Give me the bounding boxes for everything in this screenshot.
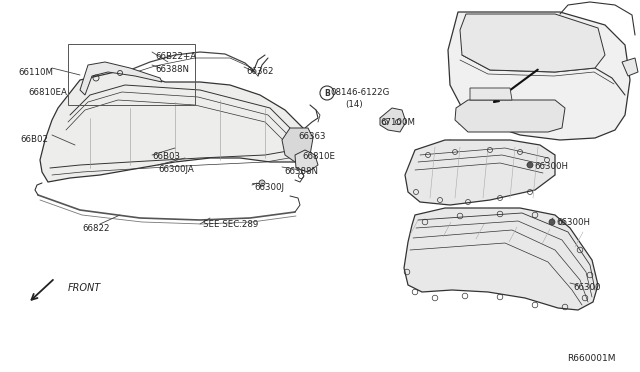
Text: 66362: 66362 <box>246 67 273 76</box>
Polygon shape <box>40 72 310 182</box>
Text: 66810E: 66810E <box>302 152 335 161</box>
Text: 66388N: 66388N <box>155 65 189 74</box>
Circle shape <box>259 180 265 186</box>
Text: 08146-6122G: 08146-6122G <box>330 88 389 97</box>
Polygon shape <box>460 14 605 72</box>
Text: B: B <box>324 89 330 97</box>
Polygon shape <box>404 208 598 310</box>
Circle shape <box>527 162 533 168</box>
Text: 66363: 66363 <box>298 132 326 141</box>
Text: 66388N: 66388N <box>284 167 318 176</box>
Polygon shape <box>448 12 630 140</box>
Text: 66110M: 66110M <box>18 68 53 77</box>
Polygon shape <box>470 88 512 100</box>
Text: FRONT: FRONT <box>68 283 101 293</box>
Text: R660001M: R660001M <box>567 354 616 363</box>
Text: 66300JA: 66300JA <box>158 165 194 174</box>
Text: SEE SEC.289: SEE SEC.289 <box>203 220 259 229</box>
Circle shape <box>549 219 555 225</box>
Text: 66822: 66822 <box>82 224 109 233</box>
Text: 66B02: 66B02 <box>20 135 48 144</box>
Text: 66810EA: 66810EA <box>28 88 67 97</box>
Text: 66300: 66300 <box>573 283 600 292</box>
Polygon shape <box>80 62 162 95</box>
Polygon shape <box>282 128 313 162</box>
Text: 66300H: 66300H <box>534 162 568 171</box>
Text: 66B03: 66B03 <box>152 152 180 161</box>
Polygon shape <box>622 58 638 76</box>
Text: 66300H: 66300H <box>556 218 590 227</box>
Polygon shape <box>380 108 406 132</box>
Polygon shape <box>295 150 318 172</box>
Text: (14): (14) <box>345 100 363 109</box>
Polygon shape <box>405 140 555 205</box>
Bar <box>68 44 195 105</box>
Text: 66B22+A: 66B22+A <box>155 52 196 61</box>
Circle shape <box>320 86 334 100</box>
Polygon shape <box>455 100 565 132</box>
Text: 67100M: 67100M <box>380 118 415 127</box>
Text: 66300J: 66300J <box>254 183 284 192</box>
